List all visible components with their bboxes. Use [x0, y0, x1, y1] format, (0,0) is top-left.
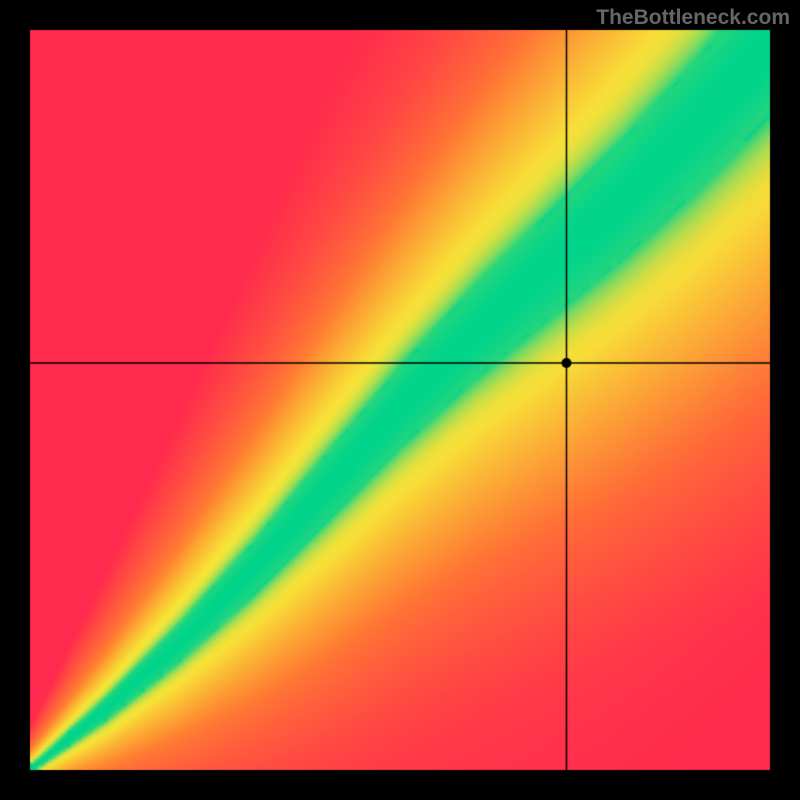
bottleneck-heatmap	[0, 0, 800, 800]
attribution-label: TheBottleneck.com	[596, 6, 790, 30]
chart-container: TheBottleneck.com	[0, 0, 800, 800]
